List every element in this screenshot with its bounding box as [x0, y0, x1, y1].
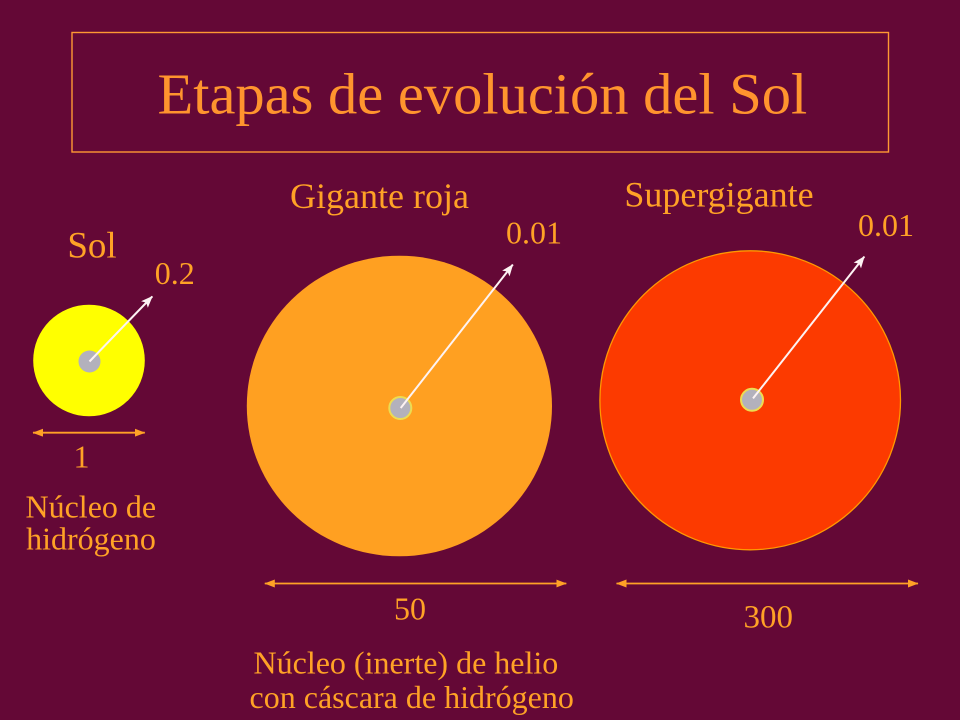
svg-text:Núcleo (inerte) de helio: Núcleo (inerte) de helio	[254, 645, 559, 681]
svg-text:hidrógeno: hidrógeno	[26, 521, 156, 557]
svg-text:con cáscara de hidrógeno: con cáscara de hidrógeno	[250, 679, 574, 715]
svg-text:Gigante roja: Gigante roja	[290, 176, 469, 216]
svg-text:300: 300	[743, 600, 793, 636]
svg-text:0.2: 0.2	[155, 255, 195, 291]
svg-text:0.01: 0.01	[858, 207, 914, 243]
svg-text:Etapas de evolución del Sol: Etapas de evolución del Sol	[157, 62, 807, 127]
svg-text:Núcleo de: Núcleo de	[25, 488, 156, 524]
svg-text:50: 50	[394, 591, 426, 627]
svg-text:1: 1	[74, 439, 90, 475]
svg-text:0.01: 0.01	[506, 214, 562, 250]
svg-text:Sol: Sol	[67, 226, 116, 267]
svg-text:Supergigante: Supergigante	[624, 175, 813, 215]
